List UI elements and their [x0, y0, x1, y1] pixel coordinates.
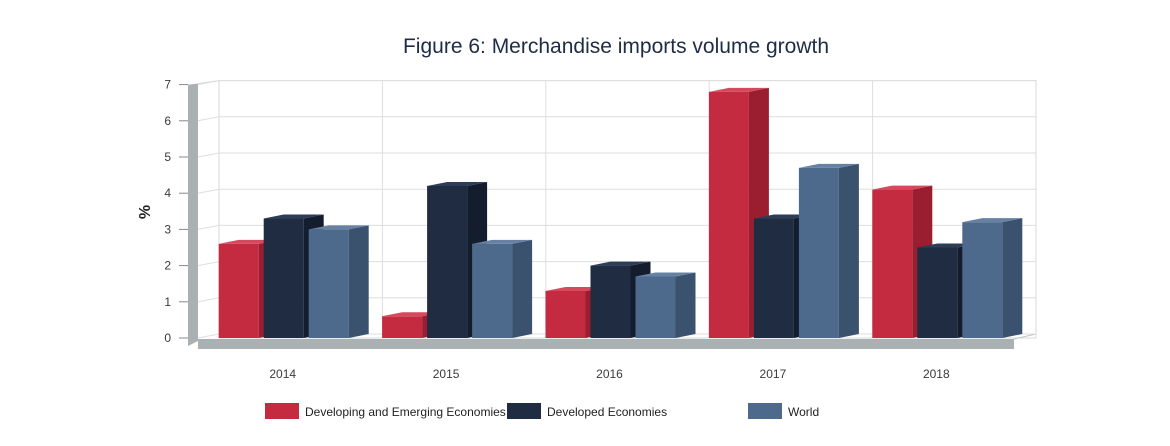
- x-axis-ticks: 2014 2015 2016 2017 2018: [269, 367, 950, 381]
- bar-world-2015: [472, 239, 533, 338]
- legend-item: Developing and Emerging Economies: [265, 403, 506, 419]
- legend: Developing and Emerging Economies Develop…: [265, 403, 819, 419]
- legend-item: World: [748, 403, 819, 419]
- y-tick-label: 5: [164, 150, 171, 164]
- y-tick-label: 4: [164, 186, 171, 200]
- chart-title: Figure 6: Merchandise imports volume gro…: [403, 35, 829, 58]
- legend-item: Developed Economies: [507, 403, 667, 419]
- legend-swatch: [748, 403, 782, 419]
- bar-world-2014: [308, 225, 369, 338]
- bar-world-2016: [635, 272, 696, 338]
- y-tick-label: 7: [164, 78, 171, 92]
- bar-world-2018: [962, 218, 1023, 338]
- legend-label: Developed Economies: [547, 405, 667, 419]
- bars: [218, 87, 1023, 338]
- y-tick-label: 2: [164, 259, 171, 273]
- x-tick-label: 2014: [269, 367, 296, 381]
- legend-swatch: [507, 403, 541, 419]
- y-axis-title: %: [137, 205, 154, 219]
- y-tick-label: 3: [164, 222, 171, 236]
- y-tick-label: 1: [164, 295, 171, 309]
- legend-label: World: [788, 405, 819, 419]
- legend-swatch: [265, 403, 299, 419]
- x-tick-label: 2016: [596, 367, 623, 381]
- x-tick-label: 2017: [760, 367, 787, 381]
- y-axis-ticks: 0 1 2 3 4 5 6 7: [164, 78, 188, 345]
- legend-label: Developing and Emerging Economies: [305, 405, 506, 419]
- bar-developing-and-emerging-economies-2018: [872, 185, 933, 338]
- x-tick-label: 2018: [923, 367, 950, 381]
- x-tick-label: 2015: [433, 367, 460, 381]
- bar-world-2017: [798, 163, 859, 338]
- y-tick-label: 0: [164, 331, 171, 345]
- y-tick-label: 6: [164, 114, 171, 128]
